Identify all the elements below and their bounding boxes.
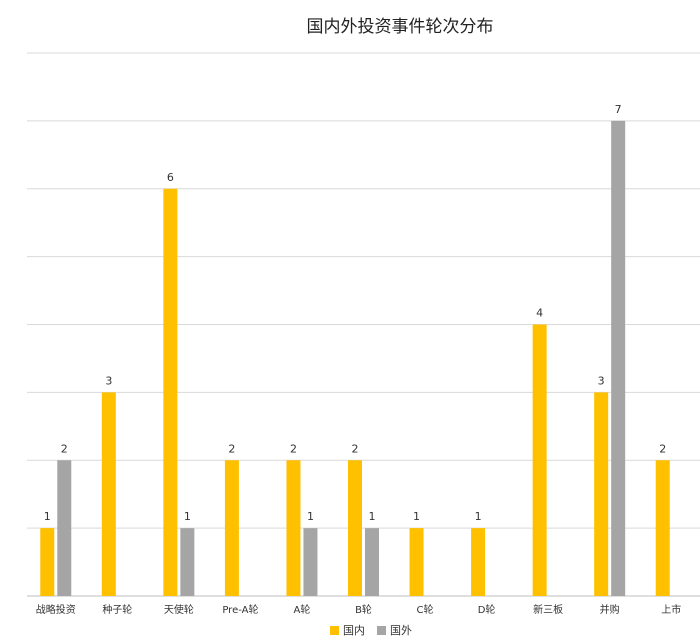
x-tick-label: C轮 bbox=[417, 603, 434, 616]
legend: 国内 国外 bbox=[330, 622, 412, 638]
x-tick-label: 天使轮 bbox=[164, 603, 194, 616]
x-tick-label: B轮 bbox=[355, 603, 372, 616]
x-tick-label: 上市 bbox=[661, 603, 681, 616]
data-label: 6 bbox=[167, 171, 174, 184]
legend-label-domestic: 国内 bbox=[343, 624, 365, 637]
gridlines bbox=[27, 52, 700, 597]
bar-domestic bbox=[163, 188, 178, 596]
legend-item-domestic: 国内 bbox=[330, 622, 365, 638]
bar-domestic bbox=[224, 460, 239, 596]
legend-swatch-domestic bbox=[330, 625, 339, 635]
data-label: 1 bbox=[369, 510, 376, 523]
data-label: 3 bbox=[105, 374, 112, 387]
bar-domestic bbox=[594, 392, 609, 596]
data-label: 1 bbox=[44, 510, 51, 523]
bar-foreign bbox=[365, 528, 379, 596]
bar-domestic bbox=[532, 324, 547, 596]
x-tick-label: 战略投资 bbox=[36, 603, 76, 616]
data-label: 1 bbox=[184, 510, 191, 523]
x-tick-label: Pre-A轮 bbox=[222, 603, 258, 616]
data-label: 3 bbox=[598, 374, 605, 387]
data-label: 2 bbox=[352, 442, 359, 455]
data-labels: 1 2 3 6 1 2 2 1 2 1 1 1 4 3 7 2 bbox=[44, 103, 666, 523]
x-tick-label: 并购 bbox=[600, 603, 620, 616]
bars bbox=[40, 120, 670, 596]
bar-foreign bbox=[611, 120, 626, 596]
bar-domestic bbox=[409, 528, 424, 596]
legend-item-foreign: 国外 bbox=[377, 622, 412, 638]
x-tick-label: 种子轮 bbox=[102, 603, 132, 616]
data-label: 2 bbox=[61, 442, 68, 455]
bar-foreign bbox=[57, 460, 72, 596]
x-tick-labels: 战略投资 种子轮 天使轮 Pre-A轮 A轮 B轮 C轮 D轮 新三板 并购 上市 bbox=[36, 603, 681, 616]
data-label: 2 bbox=[228, 442, 235, 455]
bar-foreign bbox=[180, 528, 195, 596]
legend-swatch-foreign bbox=[377, 625, 386, 635]
bar-domestic bbox=[101, 392, 116, 596]
x-tick-label: 新三板 bbox=[533, 603, 563, 616]
data-label: 2 bbox=[659, 442, 666, 455]
data-label: 1 bbox=[475, 510, 482, 523]
x-tick-label: D轮 bbox=[478, 603, 496, 616]
bar-foreign bbox=[303, 528, 318, 596]
chart-title: 国内外投资事件轮次分布 bbox=[306, 17, 494, 37]
x-tick-label: A轮 bbox=[294, 603, 311, 616]
data-label: 7 bbox=[615, 103, 622, 116]
data-label: 2 bbox=[290, 442, 297, 455]
data-label: 1 bbox=[413, 510, 420, 523]
legend-label-foreign: 国外 bbox=[390, 624, 412, 637]
bar-domestic bbox=[40, 528, 55, 596]
bar-domestic bbox=[348, 460, 362, 596]
bar-domestic bbox=[655, 460, 670, 596]
bar-domestic bbox=[286, 460, 301, 596]
data-label: 1 bbox=[307, 510, 314, 523]
data-label: 4 bbox=[536, 307, 543, 320]
bar-domestic bbox=[471, 528, 486, 596]
